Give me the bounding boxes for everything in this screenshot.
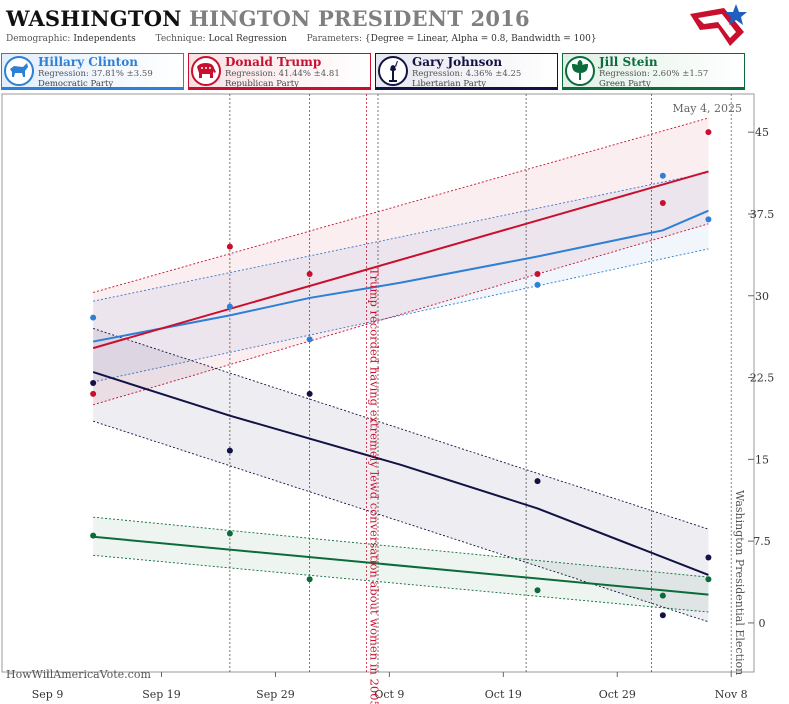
candidate-regression: Regression: 2.60% ±1.57: [599, 69, 709, 79]
candidate-party: Republican Party: [225, 79, 299, 89]
data-point: [226, 303, 233, 310]
candidate-regression: Regression: 37.81% ±3.59: [38, 69, 153, 79]
band-upper-line: [93, 117, 709, 293]
candidate-card-stein: Jill Stein Regression: 2.60% ±1.57 Green…: [562, 53, 745, 90]
band-lower-line: [93, 248, 709, 383]
bands-layer: [93, 117, 709, 623]
data-point: [705, 576, 712, 583]
candidate-name: Gary Johnson: [412, 55, 503, 69]
data-point: [306, 336, 313, 343]
data-point: [705, 554, 712, 561]
date-label: May 4, 2025: [672, 102, 742, 115]
y-tick-label: 0: [759, 617, 766, 630]
elephant-icon: [191, 56, 221, 86]
candidate-regression: Regression: 41.44% ±4.81: [225, 69, 340, 79]
y-tick-label: 7.5: [753, 535, 771, 548]
data-point: [226, 243, 233, 250]
candidate-party: Green Party: [599, 79, 651, 89]
x-tick-label: Oct 9: [374, 688, 404, 701]
demographic-label: Demographic:: [6, 34, 71, 44]
candidate-name: Jill Stein: [599, 55, 658, 69]
confidence-band: [93, 172, 709, 382]
data-point: [659, 612, 666, 619]
data-point: [306, 270, 313, 277]
data-point: [90, 314, 97, 321]
data-point: [534, 478, 541, 485]
trend-line: [92, 170, 709, 350]
data-point: [90, 390, 97, 397]
donkey-icon: [4, 56, 34, 86]
technique-value: Local Regression: [208, 34, 287, 44]
candidate-party: Democratic Party: [38, 79, 114, 89]
parameters-line: Demographic: Independents Technique: Loc…: [6, 34, 597, 44]
parameters-label: Parameters:: [306, 34, 363, 44]
leaf-icon: [565, 56, 595, 86]
candidate-party: Libertarian Party: [412, 79, 487, 89]
points-layer: [90, 129, 712, 619]
data-point: [534, 587, 541, 594]
y-tick-label: 30: [755, 290, 769, 303]
data-point: [90, 532, 97, 539]
poll-chart: Sep 9 Sep 19 Sep 29 Oct 9 Oct 19 Oct 29 Nov 8 0…: [1, 93, 774, 704]
technique-label: Technique:: [155, 34, 206, 44]
y-tick-label: 37.5: [750, 208, 775, 221]
band-upper-line: [93, 516, 709, 578]
data-point: [226, 447, 233, 454]
data-point: [226, 530, 233, 537]
y-tick-label: 22.5: [750, 372, 775, 385]
confidence-band: [93, 117, 709, 405]
confidence-band: [93, 517, 709, 613]
candidate-regression: Regression: 4.36% ±4.25: [412, 69, 522, 79]
data-point: [659, 592, 666, 599]
lines-layer: [92, 170, 709, 596]
event-annotation: Trump recorded having extremely lewd con…: [368, 268, 382, 704]
candidate-name: Donald Trump: [225, 55, 322, 69]
chart-title: WASHINGTON HINGTON PRESIDENT 2016: [6, 6, 530, 31]
data-point: [705, 129, 712, 136]
x-tick-label: Oct 29: [599, 688, 636, 701]
demographic-value: Independents: [73, 34, 136, 44]
election-annotation: Washington Presidential Election: [733, 490, 746, 675]
data-point: [659, 200, 666, 207]
data-point: [534, 270, 541, 277]
statue-of-liberty-icon: [378, 56, 408, 86]
band-upper-line: [93, 172, 709, 302]
band-lower-line: [93, 223, 709, 406]
candidate-card-trump: Donald Trump Regression: 41.44% ±4.81 Re…: [188, 53, 371, 90]
data-point: [659, 172, 666, 179]
confidence-band: [93, 328, 709, 622]
labels-layer: Sep 9 Sep 19 Sep 29 Oct 9 Oct 19 Oct 29 Nov 8 0…: [32, 126, 774, 704]
data-point: [306, 576, 313, 583]
x-tick-label: Sep 29: [256, 688, 295, 701]
trend-line: [92, 209, 709, 343]
x-tick-label: Sep 19: [142, 688, 181, 701]
y-tick-label: 45: [755, 126, 769, 139]
site-logo-icon: [690, 4, 747, 46]
band-lower-line: [93, 554, 709, 613]
y-tick-label: 15: [755, 453, 769, 466]
grid-layer: [47, 94, 754, 677]
candidate-card-johnson: Gary Johnson Regression: 4.36% ±4.25 Lib…: [375, 53, 558, 90]
title-race: HINGTON PRESIDENT 2016: [189, 6, 530, 31]
x-tick-label: Sep 9: [32, 688, 64, 701]
x-tick-label: Nov 8: [715, 688, 748, 701]
candidate-name: Hillary Clinton: [38, 55, 138, 69]
x-tick-label: Oct 19: [485, 688, 522, 701]
data-point: [90, 380, 97, 386]
data-point: [306, 390, 313, 397]
parameters-value: {Degree = Linear, Alpha = 0.8, Bandwidth…: [364, 34, 597, 44]
title-state: WASHINGTON: [6, 6, 182, 31]
trend-line: [92, 371, 709, 576]
trend-line: [93, 535, 709, 596]
candidate-card-clinton: Hillary Clinton Regression: 37.81% ±3.59…: [1, 53, 184, 90]
watermark: HowWillAmericaVote.com: [6, 668, 151, 681]
data-point: [534, 281, 541, 288]
data-point: [705, 216, 712, 223]
